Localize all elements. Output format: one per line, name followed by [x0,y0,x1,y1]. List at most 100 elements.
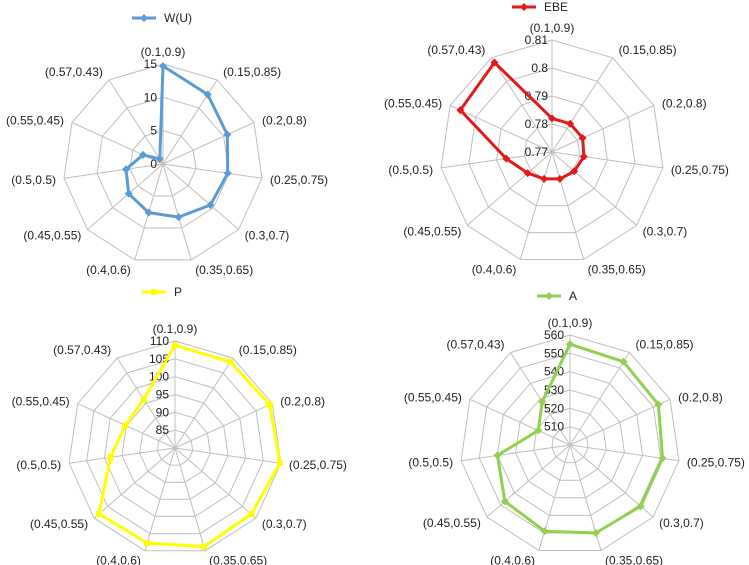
legend: W(U) [132,11,192,25]
data-point [456,106,465,115]
grid-ring [121,393,229,500]
data-point [636,502,645,511]
grid-spoke [486,444,571,518]
category-label: (0.1,0.9) [153,322,198,336]
category-label: (0.2,0.8) [662,97,707,111]
grid-ring [96,96,230,229]
category-label: (0.35,0.65) [588,263,646,277]
grid-spoke [441,151,553,169]
category-label: (0.35,0.65) [605,554,663,565]
data-point [266,401,273,408]
category-label: (0.4,0.6) [472,263,517,277]
data-point [138,150,147,159]
tick-label: 95 [156,388,170,402]
category-label: (0.3,0.7) [262,517,307,531]
category-label: (0.55,0.45) [404,390,462,404]
category-label: (0.55,0.45) [6,114,64,128]
grid-spoke [162,163,239,230]
data-point [122,165,131,174]
grid-spoke [108,79,164,165]
grid-spoke [69,447,176,464]
data-point [144,208,153,217]
grid-spoke [461,444,571,462]
data-point [96,510,102,517]
data-point [227,358,234,365]
data-point [555,174,564,183]
data-point [534,426,543,435]
tick-label: 0.8 [531,61,548,75]
legend-label: A [569,289,577,303]
category-label: (0.5,0.5) [16,458,61,472]
category-label: (0.4,0.6) [86,263,131,277]
grid-spoke [162,122,255,165]
data-point [155,154,164,163]
grid-ring [496,95,608,207]
grid-ring [103,376,247,517]
legend-marker [151,289,157,295]
grid-spoke [569,398,671,446]
data-point [538,397,547,406]
data-point [591,528,600,537]
radar-chart-4: 510520530540550560(0.1,0.9)(0.15,0.85)(0… [404,289,745,565]
data-point [578,134,587,143]
data-point [206,201,215,210]
data-point [172,342,178,349]
tick-label: 520 [544,401,564,415]
grid-spoke [87,163,164,230]
grid-spoke [569,352,630,446]
tick-label: 560 [544,328,564,342]
data-point [124,189,133,198]
category-label: (0.45,0.55) [30,517,88,531]
grid-spoke [116,357,176,449]
data-point [122,422,129,429]
grid-ring [129,130,197,197]
category-label: (0.45,0.55) [423,516,481,530]
data-point [570,167,579,176]
grid-spoke [519,151,553,260]
grid-ring [440,39,664,260]
grid-ring [460,334,680,551]
data-point [523,169,532,178]
data-point [579,152,588,161]
grid-spoke [162,163,192,261]
grid-spoke [162,163,263,179]
tick-label: 510 [544,420,564,434]
legend: P [142,285,182,299]
data-point [140,396,147,403]
data-point [276,460,283,467]
category-label: (0.5,0.5) [11,173,56,187]
grid-ring [515,389,625,499]
category-label: (0.1,0.9) [141,45,186,59]
data-point [248,511,255,518]
series-line [495,342,664,535]
tick-label: 0.77 [525,145,549,159]
category-label: (0.3,0.7) [659,516,704,530]
category-label: (0.45,0.55) [403,224,461,238]
grid-spoke [510,352,571,446]
grid-spoke [174,447,206,551]
tick-label: 90 [156,405,170,419]
legend-label: W(U) [164,11,192,25]
tick-label: 110 [150,334,169,348]
legend-marker [140,14,148,22]
data-point [107,454,114,461]
category-label: (0.2,0.8) [262,114,307,128]
data-point [174,213,183,222]
grid-spoke [63,163,164,179]
grid-spoke [551,151,663,169]
legend-marker [545,292,553,300]
grid-ring [63,63,263,261]
data-point [144,540,151,547]
grid-spoke [551,105,655,153]
data-point [493,451,502,460]
grid-spoke [174,403,273,449]
data-point [223,130,232,139]
legend: A [537,289,577,303]
category-label: (0.25,0.75) [270,173,328,187]
tick-label: 0.81 [525,33,549,47]
data-point [500,497,509,506]
series-line [458,61,586,181]
category-label: (0.57,0.43) [45,65,103,79]
data-point [540,174,549,183]
radar-chart-3: 859095100105110(0.1,0.9)(0.15,0.85)(0.2,… [12,285,347,565]
